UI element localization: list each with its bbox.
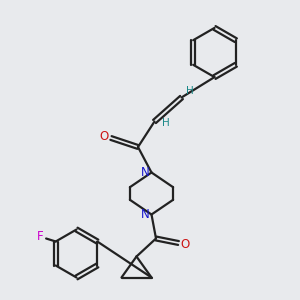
Text: F: F (37, 230, 44, 244)
Text: N: N (140, 208, 149, 221)
Text: O: O (181, 238, 190, 251)
Text: O: O (100, 130, 109, 143)
Text: H: H (186, 86, 194, 97)
Text: N: N (140, 166, 149, 179)
Text: H: H (162, 118, 170, 128)
